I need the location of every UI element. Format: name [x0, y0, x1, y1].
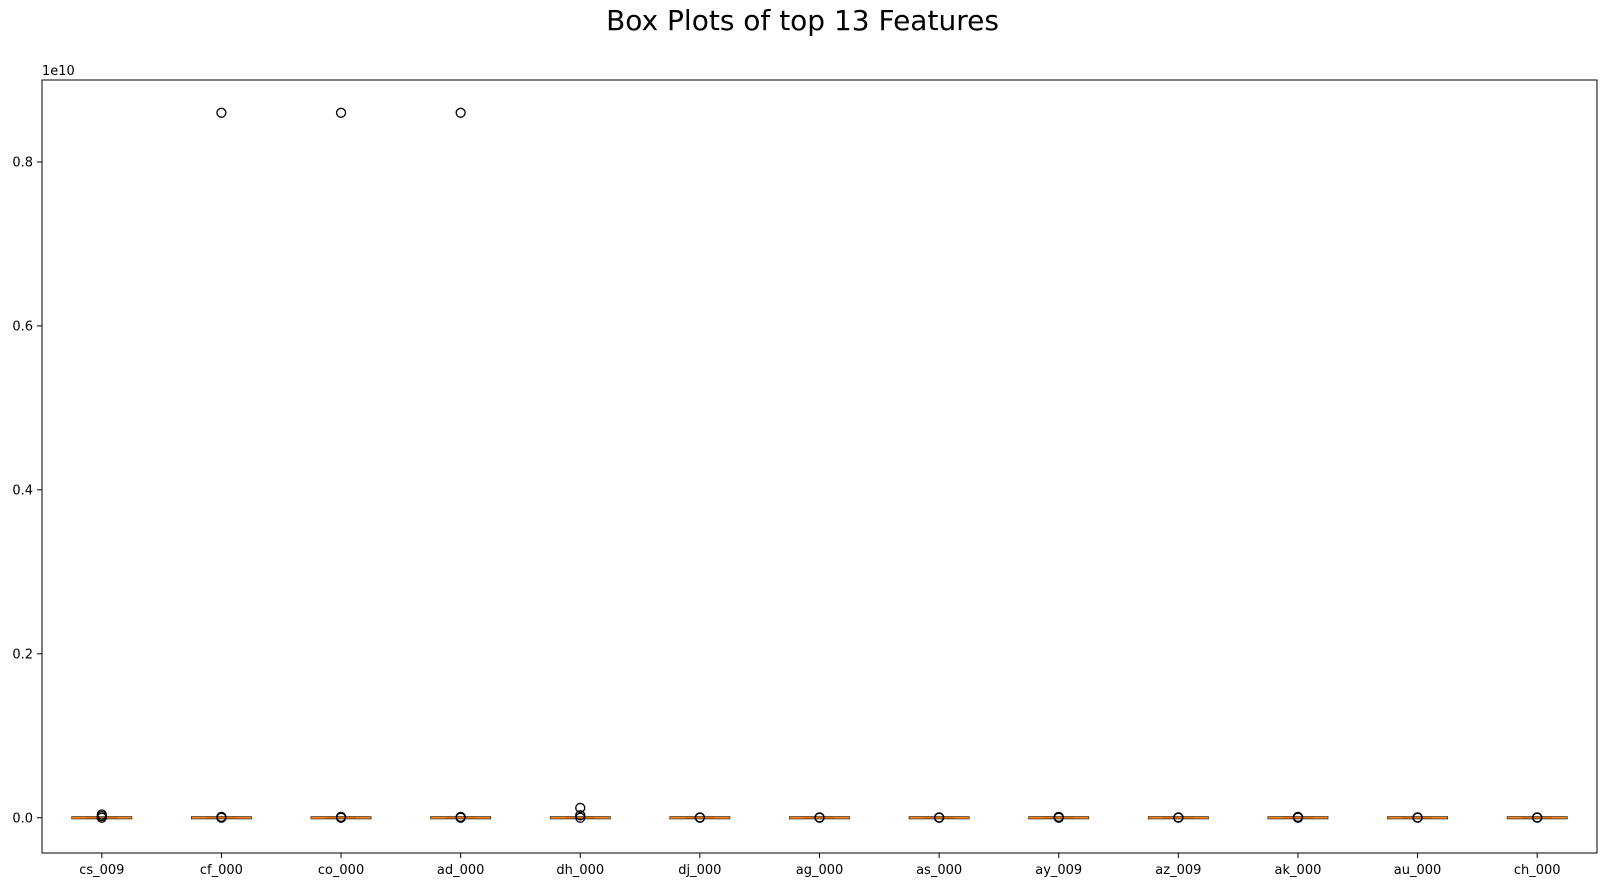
outlier-point: [694, 812, 706, 823]
outlier-point: [455, 811, 466, 823]
y-tick-label: 0.2: [12, 647, 33, 662]
outlier-point: [335, 811, 347, 823]
outlier-point: [1173, 812, 1184, 823]
y-scale-label: 1e10: [42, 64, 75, 79]
outlier-point: [575, 802, 586, 814]
outlier-point: [1053, 811, 1064, 823]
outlier-point: [933, 812, 945, 823]
outlier-point: [96, 809, 107, 820]
x-tick-label: as_000: [916, 863, 962, 878]
y-tick-label: 0.4: [12, 483, 33, 498]
outlier-point: [1412, 812, 1423, 823]
outlier-point: [216, 811, 227, 823]
x-tick-label: ak_000: [1275, 863, 1322, 878]
outlier-point: [575, 810, 586, 821]
x-tick-label: cs_009: [79, 863, 124, 878]
y-tick-label: 0.6: [12, 319, 33, 334]
x-tick-label: ag_000: [796, 863, 844, 878]
outlier-point: [216, 107, 227, 118]
outlier-point: [1532, 812, 1543, 823]
y-tick-label: 0.8: [12, 155, 33, 170]
chart-title: Box Plots of top 13 Features: [606, 4, 999, 37]
x-tick-label: ad_000: [437, 863, 485, 878]
outlier-point: [335, 107, 347, 118]
x-tick-label: cf_000: [200, 863, 243, 878]
outlier-point: [814, 812, 825, 823]
x-tick-label: au_000: [1394, 863, 1442, 878]
x-tick-label: az_009: [1155, 863, 1201, 878]
x-tick-label: dh_000: [556, 863, 604, 878]
x-tick-label: dj_000: [678, 863, 721, 878]
x-tick-label: co_000: [318, 863, 364, 878]
outlier-point: [1292, 811, 1304, 823]
y-tick-label: 0.0: [12, 811, 33, 826]
plot-area-frame: [41, 79, 1598, 854]
x-tick-label: ch_000: [1514, 863, 1561, 878]
outlier-point: [455, 107, 466, 118]
x-tick-label: ay_009: [1035, 863, 1082, 878]
